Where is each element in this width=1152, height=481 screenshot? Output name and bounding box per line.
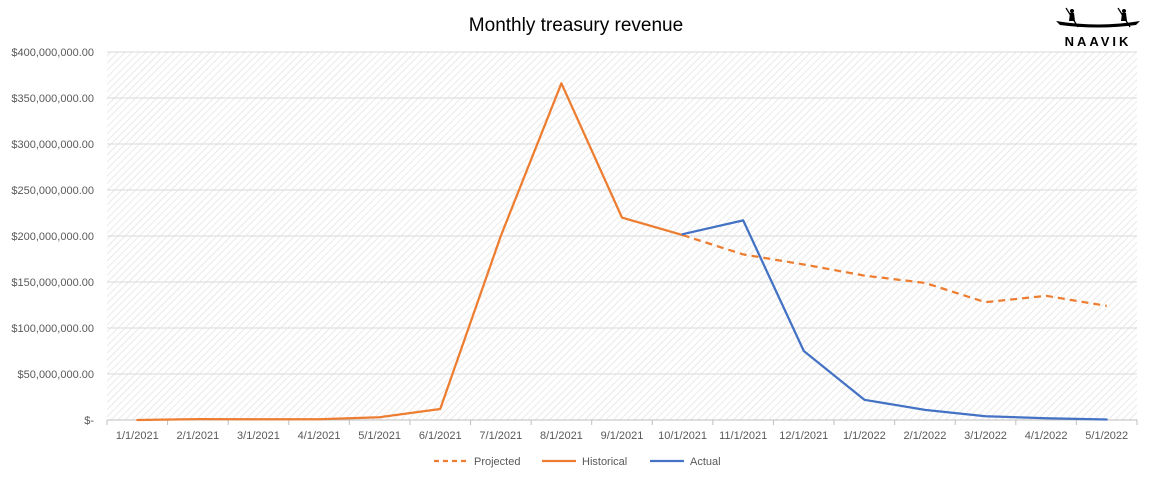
y-tick-label: $250,000,000.00: [11, 185, 94, 197]
naavik-logo: NAAVIK: [1056, 7, 1140, 49]
y-tick-label: $-: [84, 415, 94, 427]
x-tick-label: 5/1/2022: [1085, 430, 1128, 442]
y-tick-label: $100,000,000.00: [11, 323, 94, 335]
x-tick-label: 2/1/2022: [904, 430, 947, 442]
chart-title: Monthly treasury revenue: [469, 15, 683, 36]
canoe-rowers-icon: [1056, 7, 1140, 28]
legend-label-historical: Historical: [582, 456, 627, 468]
gridlines: [107, 51, 1137, 375]
y-tick-label: $200,000,000.00: [11, 231, 94, 243]
y-tick-label: $150,000,000.00: [11, 277, 94, 289]
x-tick-label: 9/1/2021: [601, 430, 644, 442]
x-tick-label: 8/1/2021: [540, 430, 583, 442]
x-tick-label: 3/1/2021: [237, 430, 280, 442]
x-tick-label: 11/1/2021: [719, 430, 767, 442]
x-tick-label: 12/1/2021: [779, 430, 828, 442]
series-line-historical: [136, 82, 684, 422]
x-tick-label: 5/1/2021: [358, 430, 401, 442]
y-tick-label: $350,000,000.00: [11, 93, 94, 105]
x-tick-label: 4/1/2021: [298, 430, 341, 442]
x-tick-label: 3/1/2022: [964, 430, 1007, 442]
series-line-projected: [682, 234, 1107, 308]
series-line-actual: [681, 219, 1108, 421]
y-tick-label: $50,000,000.00: [18, 369, 94, 381]
series-lines: [136, 82, 1108, 422]
legend: Projected Historical Actual: [434, 456, 721, 468]
x-tick-label: 7/1/2021: [479, 430, 522, 442]
y-tick-label: $300,000,000.00: [11, 139, 94, 151]
x-tick-label: 6/1/2021: [419, 430, 462, 442]
x-tick-label: 2/1/2021: [176, 430, 219, 442]
logo-wordmark: NAAVIK: [1065, 34, 1132, 49]
x-tick-label: 1/1/2021: [116, 430, 159, 442]
x-tick-label: 1/1/2022: [843, 430, 886, 442]
axes: $- $50,000,000.00 $100,000,000.00 $150,000,…: [11, 47, 1138, 442]
x-tick-label: 4/1/2022: [1025, 430, 1068, 442]
x-tick-label: 10/1/2021: [658, 430, 707, 442]
y-tick-label: $400,000,000.00: [11, 47, 94, 59]
legend-label-actual: Actual: [690, 456, 721, 468]
legend-label-projected: Projected: [474, 456, 520, 468]
